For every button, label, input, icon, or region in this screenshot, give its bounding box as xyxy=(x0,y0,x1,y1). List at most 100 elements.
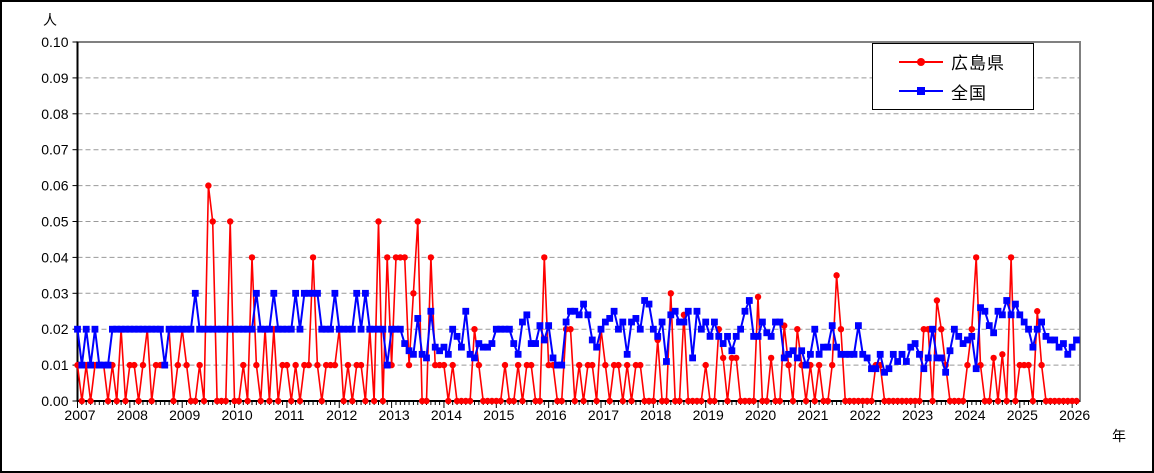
zenkoku-data-point xyxy=(475,340,483,347)
hiroshima-data-point xyxy=(1007,254,1015,261)
hiroshima-data-point xyxy=(824,397,832,405)
zenkoku-data-point xyxy=(872,365,880,373)
zenkoku-data-point xyxy=(139,325,147,333)
zenkoku-data-point xyxy=(1029,343,1037,351)
hiroshima-data-point xyxy=(466,397,474,405)
zenkoku-data-point xyxy=(519,318,526,326)
zenkoku-data-point xyxy=(292,289,300,297)
zenkoku-data-point xyxy=(213,325,221,333)
hiroshima-data-point xyxy=(344,361,352,369)
zenkoku-data-point xyxy=(200,325,208,333)
hiroshima-data-point xyxy=(972,254,980,261)
hiroshima-data-point xyxy=(362,397,369,405)
zenkoku-data-point xyxy=(737,325,744,333)
hiroshima-data-point xyxy=(541,254,548,261)
hiroshima-data-point xyxy=(968,326,976,333)
y-tick-label: 0.04 xyxy=(41,249,68,265)
zenkoku-data-point xyxy=(222,325,230,333)
legend-label-zenkoku: 全国 xyxy=(951,83,987,103)
zenkoku-data-point xyxy=(322,325,330,333)
zenkoku-data-point xyxy=(536,322,544,330)
zenkoku-data-point xyxy=(78,361,86,369)
hiroshima-data-point xyxy=(183,361,190,369)
hiroshima-data-point xyxy=(999,351,1006,358)
zenkoku-data-point xyxy=(807,350,814,358)
y-tick-label: 0.05 xyxy=(41,214,68,230)
zenkoku-data-point xyxy=(558,361,566,369)
hiroshima-data-point xyxy=(192,397,199,405)
zenkoku-data-point xyxy=(606,315,614,322)
y-tick-label: 0.00 xyxy=(41,393,68,409)
x-tick-label: 2012 xyxy=(326,407,357,423)
zenkoku-data-point xyxy=(1060,340,1067,347)
hiroshima-data-point xyxy=(379,397,387,405)
hiroshima-data-point xyxy=(170,397,177,405)
hiroshima-data-point xyxy=(1029,397,1037,405)
zenkoku-data-point xyxy=(449,325,457,333)
hiroshima-data-point xyxy=(427,254,435,261)
zenkoku-data-point xyxy=(82,325,90,333)
hiroshima-data-point xyxy=(811,397,818,405)
y-tick-label: 0.02 xyxy=(41,321,68,337)
y-tick-label: 0.08 xyxy=(41,106,68,122)
zenkoku-data-point xyxy=(907,343,915,351)
hiroshima-data-point xyxy=(754,293,762,301)
hiroshima-data-point xyxy=(837,326,845,333)
zenkoku-data-point xyxy=(593,343,601,351)
zenkoku-data-point xyxy=(340,325,348,333)
hiroshima-data-point xyxy=(1034,308,1041,315)
hiroshima-data-point xyxy=(724,397,731,405)
zenkoku-data-point xyxy=(178,325,186,333)
x-tick-label: 2009 xyxy=(169,407,200,423)
zenkoku-data-point xyxy=(379,325,387,333)
zenkoku-data-point xyxy=(850,350,858,358)
zenkoku-data-point xyxy=(344,325,352,333)
hiroshima-data-point xyxy=(135,397,142,405)
hiroshima-data-point xyxy=(763,397,770,405)
zenkoku-data-point xyxy=(955,332,963,340)
zenkoku-data-point xyxy=(772,318,779,326)
zenkoku-data-point xyxy=(1064,350,1072,358)
zenkoku-data-point xyxy=(846,350,854,358)
zenkoku-data-point xyxy=(514,350,522,358)
hiroshima-data-point xyxy=(414,218,421,225)
zenkoku-data-point xyxy=(575,311,583,319)
hiroshima-data-point xyxy=(235,397,243,405)
hiroshima-data-point xyxy=(1012,397,1019,405)
zenkoku-data-point xyxy=(366,325,374,333)
hiroshima-data-point xyxy=(305,361,312,369)
x-axis-unit-label: 年 xyxy=(1112,428,1126,444)
zenkoku-data-point xyxy=(623,350,631,358)
zenkoku-data-point xyxy=(833,343,840,351)
zenkoku-data-point xyxy=(767,332,775,340)
zenkoku-data-point xyxy=(218,325,225,333)
zenkoku-data-point xyxy=(1046,336,1054,344)
hiroshima-data-point xyxy=(445,397,452,405)
hiroshima-data-point xyxy=(401,254,408,261)
zenkoku-data-point xyxy=(427,307,435,315)
hiroshima-data-point xyxy=(314,361,321,369)
y-axis-unit-label: 人 xyxy=(43,12,57,28)
zenkoku-data-point xyxy=(287,325,295,333)
zenkoku-data-point xyxy=(994,307,1002,315)
zenkoku-data-point xyxy=(135,325,142,333)
hiroshima-data-point xyxy=(933,297,941,304)
zenkoku-data-point xyxy=(885,365,893,373)
zenkoku-data-point xyxy=(126,325,134,333)
zenkoku-data-point xyxy=(663,358,670,365)
zenkoku-data-point xyxy=(601,318,609,326)
zenkoku-data-point xyxy=(431,343,439,351)
hiroshima-data-point xyxy=(571,397,579,405)
zenkoku-data-point xyxy=(1020,318,1028,326)
zenkoku-data-point xyxy=(453,332,461,340)
hiroshima-data-point xyxy=(619,397,627,405)
hiroshima-data-point xyxy=(283,361,291,369)
hiroshima-data-point xyxy=(288,397,295,405)
zenkoku-data-point xyxy=(636,325,644,333)
zenkoku-data-point xyxy=(763,329,771,337)
hiroshima-data-point xyxy=(274,397,282,405)
zenkoku-data-point xyxy=(728,347,736,355)
zenkoku-data-point xyxy=(776,318,784,326)
x-tick-label: 2023 xyxy=(902,407,933,423)
zenkoku-data-point xyxy=(405,347,413,355)
